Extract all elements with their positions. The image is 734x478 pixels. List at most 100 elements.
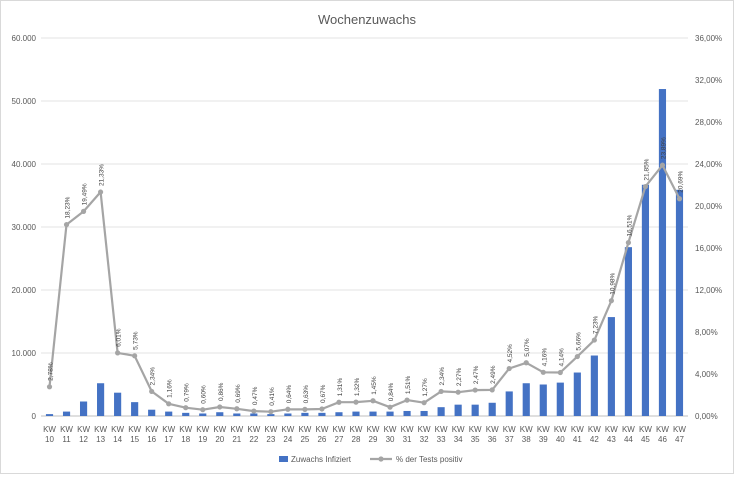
x-tick-label: KW 45	[639, 425, 652, 444]
data-label: 0,69%	[235, 384, 242, 403]
x-tick-label: KW 34	[452, 425, 465, 444]
left-tick-label: 40.000	[12, 160, 37, 169]
x-tick-label: KW 39	[537, 425, 550, 444]
line-point	[46, 384, 53, 390]
line-point	[63, 221, 70, 228]
right-tick-label: 32,00%	[695, 76, 722, 85]
x-tick-label: KW 11	[60, 425, 73, 444]
x-tick-label: KW 42	[588, 425, 601, 444]
x-tick-label: KW 19	[196, 425, 209, 444]
x-tick-label: KW 41	[571, 425, 584, 444]
bar	[182, 412, 190, 416]
x-tick-label: KW 14	[111, 425, 124, 444]
x-tick-label: KW 26	[315, 425, 328, 444]
data-label: 1,51%	[405, 375, 412, 394]
x-tick-label: KW 24	[281, 425, 294, 444]
data-label: 1,16%	[167, 379, 174, 398]
line-point	[438, 388, 444, 395]
x-tick-label: KW 13	[94, 425, 107, 444]
data-label: 5,66%	[575, 332, 582, 351]
bar	[79, 401, 88, 416]
bar	[437, 407, 445, 416]
right-tick-label: 20,00%	[695, 202, 722, 211]
line-point	[625, 240, 632, 246]
line-point	[557, 369, 563, 376]
line-point	[676, 196, 683, 202]
x-tick-label: KW 40	[554, 425, 567, 444]
right-tick-label: 36,00%	[695, 34, 722, 43]
bar	[403, 410, 411, 416]
data-label: 2,34%	[439, 367, 446, 386]
bar	[386, 411, 394, 416]
bar	[607, 317, 615, 416]
data-label: 10,98%	[609, 272, 616, 294]
data-label: 6,01%	[116, 328, 123, 347]
line-point	[285, 406, 291, 412]
x-tick-label: KW 28	[350, 425, 363, 444]
x-tick-label: KW 29	[367, 425, 380, 444]
line-point	[251, 408, 257, 414]
left-tick-label: 0	[32, 412, 37, 421]
line-point	[642, 183, 649, 190]
bar	[369, 411, 377, 416]
line-point	[455, 389, 461, 395]
chart-title: Wochenzuwachs	[318, 12, 417, 27]
line-data-labels: 2,78% 18,23% 19,49% 21,33% 6,01% 5,73% 2,34% 1,…	[48, 137, 685, 406]
left-tick-label: 60.000	[12, 34, 37, 43]
data-label: 2,27%	[456, 368, 463, 387]
series-line	[48, 164, 681, 413]
data-label: 5,73%	[133, 331, 140, 350]
data-label: 0,63%	[303, 385, 310, 404]
bar	[318, 412, 326, 416]
x-tick-label: KW 25	[298, 425, 311, 444]
line-point	[370, 398, 376, 404]
left-tick-label: 20.000	[12, 286, 37, 295]
x-tick-label: KW 22	[247, 425, 260, 444]
line-point	[608, 298, 614, 304]
bar	[658, 89, 667, 416]
data-label: 21,33%	[99, 164, 106, 186]
data-label: 20,69%	[677, 170, 684, 192]
x-axis: KW 10 KW 11 KW 12 KW 13 KW 14 KW 15 KW 16 KW 17 KW 18 KW 19…	[43, 425, 686, 444]
data-label: 5,07%	[524, 338, 531, 357]
line-point	[268, 409, 274, 415]
x-tick-label: KW 32	[418, 425, 431, 444]
line-point	[472, 387, 478, 393]
bar	[301, 412, 309, 416]
bar	[284, 413, 292, 416]
right-tick-label: 12,00%	[695, 286, 722, 295]
bar	[148, 409, 156, 416]
right-tick-label: 16,00%	[695, 244, 722, 253]
bar	[505, 391, 513, 416]
bar	[420, 410, 428, 416]
x-tick-label: KW 43	[605, 425, 618, 444]
left-tick-label: 10.000	[12, 349, 37, 358]
bar	[267, 414, 275, 416]
x-tick-label: KW 10	[43, 425, 56, 444]
x-tick-label: KW 18	[179, 425, 192, 444]
legend-label-line: % der Tests positiv	[396, 455, 463, 464]
x-tick-label: KW 46	[656, 425, 669, 444]
gridlines	[41, 37, 688, 417]
x-tick-label: KW 33	[435, 425, 448, 444]
data-label: 4,52%	[507, 344, 514, 363]
bar	[199, 413, 207, 416]
x-tick-label: KW 17	[162, 425, 175, 444]
bar	[590, 355, 598, 416]
data-label: 2,49%	[490, 365, 497, 384]
right-tick-label: 24,00%	[695, 160, 722, 169]
bar	[62, 411, 71, 416]
data-label: 4,14%	[558, 348, 565, 367]
x-tick-label: KW 47	[673, 425, 686, 444]
bar	[352, 411, 360, 416]
bar	[45, 414, 54, 416]
data-label: 7,23%	[592, 315, 599, 334]
bar	[454, 404, 462, 416]
bar	[539, 384, 547, 416]
bar	[573, 372, 581, 416]
data-label: 2,78%	[48, 362, 55, 381]
line-point	[489, 387, 495, 393]
left-tick-label: 30.000	[12, 223, 37, 232]
line-point	[166, 401, 172, 407]
